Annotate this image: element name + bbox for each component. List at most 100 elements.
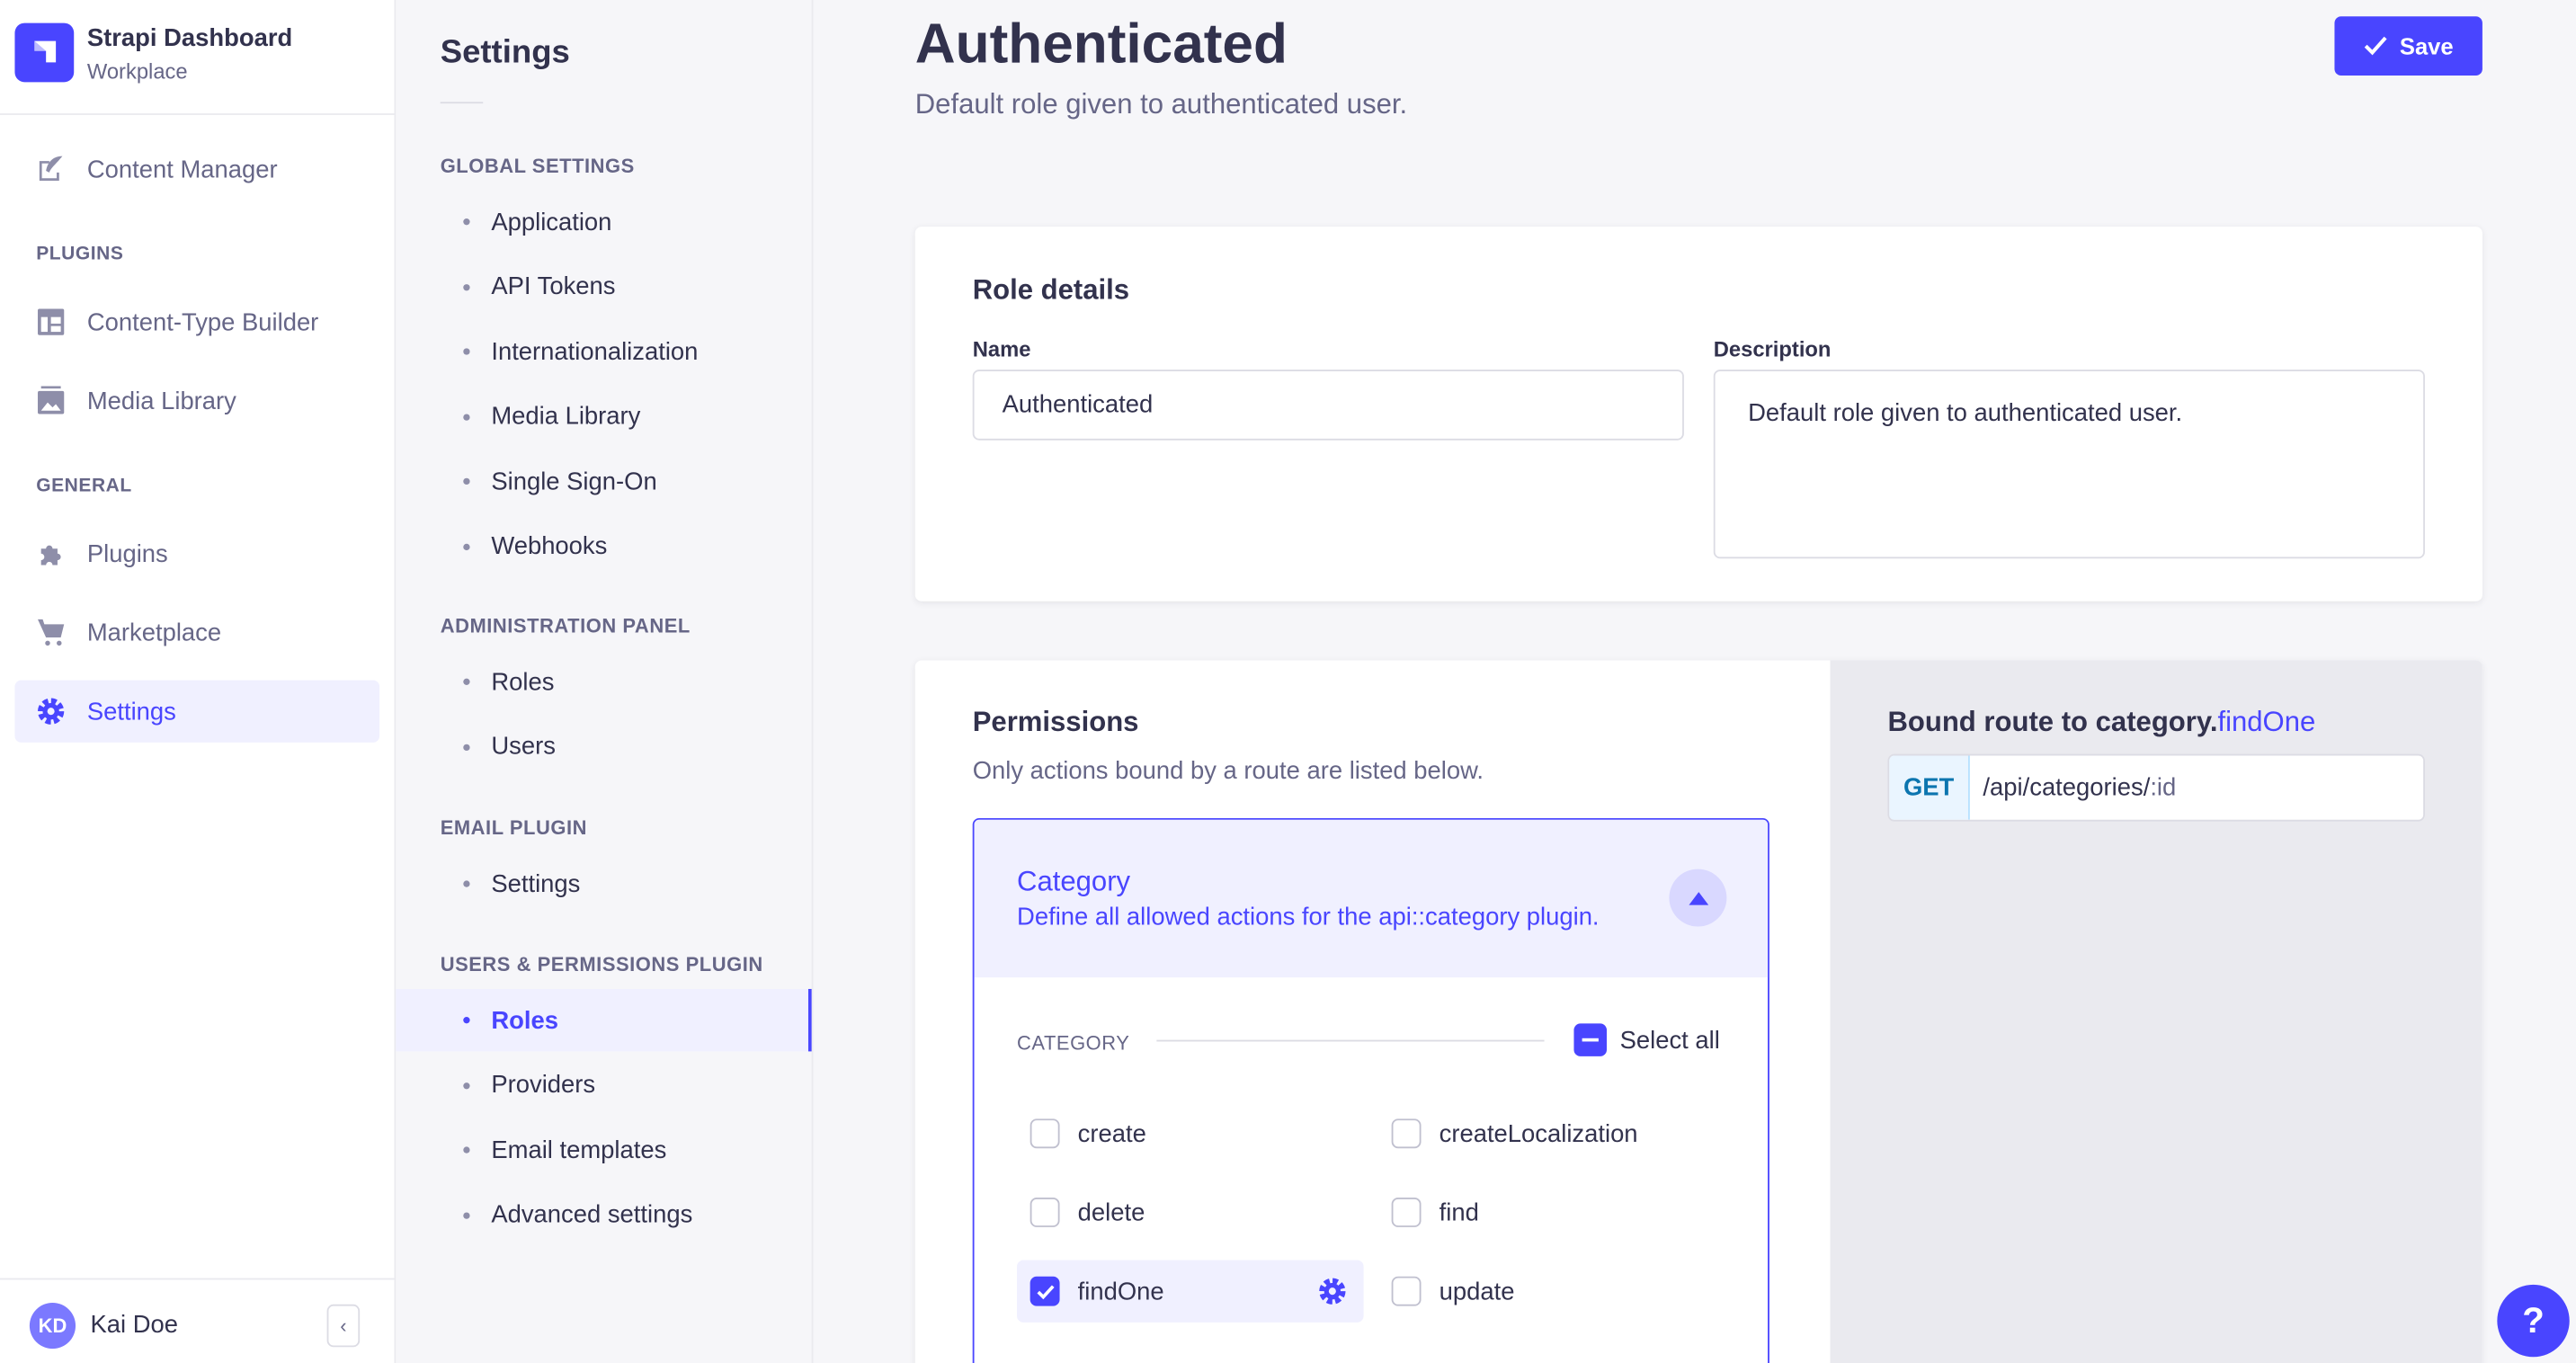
settings-nav-item[interactable]: API Tokens: [396, 255, 811, 317]
settings-section-label: GLOBAL SETTINGS: [440, 154, 635, 178]
settings-nav-item[interactable]: Roles: [396, 988, 812, 1052]
settings-nav-title: Settings: [440, 34, 570, 71]
image-icon: [36, 386, 66, 415]
layout-icon: [36, 307, 66, 337]
action-label: create: [1077, 1120, 1146, 1149]
brand-title: Strapi Dashboard: [86, 24, 293, 53]
route-title: Bound route to category.findOne: [1887, 706, 2316, 738]
settings-nav-item[interactable]: Roles: [396, 651, 811, 713]
bullet-icon: [463, 413, 470, 420]
bullet-icon: [463, 477, 470, 486]
bullet-icon: [463, 542, 470, 550]
accordion-title: Category: [1017, 865, 1131, 897]
action-label: delete: [1077, 1198, 1145, 1227]
settings-nav-item[interactable]: Single Sign-On: [396, 450, 811, 512]
nav-item-content-manager[interactable]: Content Manager: [14, 138, 379, 200]
route-display: GET /api/categories/:id: [1887, 753, 2425, 822]
collapse-nav-button[interactable]: ‹: [326, 1304, 361, 1348]
accordion-header[interactable]: [974, 819, 1769, 978]
settings-nav-item[interactable]: Users: [396, 716, 811, 778]
minus-icon: [1582, 1038, 1599, 1042]
settings-nav: Settings GLOBAL SETTINGS Application API T…: [396, 0, 814, 1363]
action-checkbox[interactable]: [1391, 1276, 1422, 1306]
settings-nav-item[interactable]: Email templates: [396, 1118, 811, 1180]
nav-item-plugins[interactable]: Plugins: [14, 522, 379, 584]
route-path: /api/categories/:id: [1983, 773, 2177, 802]
bullet-icon: [463, 1211, 470, 1218]
settings-nav-item[interactable]: Providers: [396, 1054, 811, 1116]
page-subtitle: Default role given to authenticated user…: [914, 88, 1408, 120]
collapse-accordion-button[interactable]: [1669, 869, 1727, 927]
page-title: Authenticated: [914, 13, 1288, 76]
settings-nav-item[interactable]: Webhooks: [396, 515, 811, 577]
divider: [1156, 1039, 1545, 1042]
action-checkbox[interactable]: [1391, 1198, 1422, 1227]
question-icon: ?: [2522, 1299, 2545, 1341]
section-label: CATEGORY: [1017, 1031, 1130, 1056]
bullet-icon: [463, 743, 470, 751]
permissions-title: Permissions: [972, 706, 1139, 738]
feather-icon: [36, 155, 66, 184]
action-label: update: [1439, 1278, 1515, 1306]
nav-item-settings[interactable]: Settings: [14, 680, 380, 743]
settings-nav-item[interactable]: Internationalization: [396, 320, 811, 382]
role-details-title: Role details: [972, 274, 1130, 306]
bullet-icon: [463, 1146, 470, 1154]
action-settings-icon[interactable]: [1317, 1277, 1347, 1314]
category-accordion: Category Define all allowed actions for …: [972, 817, 1769, 1363]
settings-nav-item[interactable]: Application: [396, 191, 811, 253]
settings-nav-item[interactable]: Settings: [396, 852, 811, 914]
action-checkbox[interactable]: [1030, 1198, 1060, 1227]
role-details-card: Role details Name Authenticated Descript…: [914, 227, 2482, 601]
save-button[interactable]: Save: [2334, 16, 2482, 76]
action-checkbox[interactable]: [1030, 1276, 1060, 1306]
bullet-icon: [463, 218, 470, 226]
check-icon: [1036, 1284, 1054, 1299]
name-label: Name: [972, 336, 1031, 361]
user-name[interactable]: Kai Doe: [90, 1311, 179, 1340]
action-label: find: [1439, 1198, 1479, 1227]
http-method-badge: GET: [1889, 755, 1970, 820]
action-label: findOne: [1077, 1278, 1164, 1306]
help-button[interactable]: ?: [2497, 1284, 2570, 1358]
divider: [0, 113, 395, 115]
chevron-left-icon: ‹: [340, 1314, 347, 1338]
nav-item-marketplace[interactable]: Marketplace: [14, 601, 379, 664]
nav-section-general: GENERAL: [36, 476, 132, 496]
cart-icon: [36, 618, 66, 647]
bullet-icon: [463, 678, 470, 685]
strapi-logo: [14, 22, 75, 83]
divider: [440, 102, 484, 104]
nav-section-plugins: PLUGINS: [36, 245, 124, 265]
bullet-icon: [463, 880, 470, 887]
divider: [0, 1278, 395, 1280]
caret-up-icon: [1688, 891, 1708, 904]
bullet-icon: [463, 1017, 470, 1024]
accordion-description: Define all allowed actions for the api::…: [1017, 903, 1600, 932]
select-all-checkbox[interactable]: [1573, 1023, 1608, 1056]
brand-subtitle: Workplace: [86, 58, 188, 85]
bullet-icon: [463, 283, 470, 290]
main-nav: Strapi Dashboard Workplace Content Manag…: [0, 0, 397, 1363]
description-label: Description: [1713, 336, 1832, 361]
nav-item-content-type-builder[interactable]: Content-Type Builder: [14, 290, 379, 352]
settings-section-label: EMAIL PLUGIN: [440, 816, 588, 840]
bullet-icon: [463, 1082, 470, 1089]
bullet-icon: [463, 348, 470, 355]
settings-nav-item[interactable]: Advanced settings: [396, 1183, 811, 1245]
action-row-selected: [1017, 1260, 1364, 1323]
permissions-subtitle: Only actions bound by a route are listed…: [972, 757, 1484, 786]
puzzle-icon: [36, 539, 66, 568]
settings-section-label: ADMINISTRATION PANEL: [440, 614, 691, 637]
avatar[interactable]: KD: [29, 1302, 76, 1350]
action-label: createLocalization: [1439, 1120, 1638, 1149]
action-checkbox[interactable]: [1030, 1118, 1060, 1149]
nav-item-media-library[interactable]: Media Library: [14, 370, 379, 432]
description-textarea[interactable]: Default role given to authenticated user…: [1713, 370, 2425, 559]
settings-nav-item[interactable]: Media Library: [396, 385, 811, 447]
gear-icon: [36, 697, 66, 726]
action-checkbox[interactable]: [1391, 1118, 1422, 1149]
select-all-label: Select all: [1619, 1027, 1720, 1056]
settings-section-label: USERS & PERMISSIONS PLUGIN: [440, 952, 763, 976]
name-input[interactable]: Authenticated: [972, 370, 1684, 441]
